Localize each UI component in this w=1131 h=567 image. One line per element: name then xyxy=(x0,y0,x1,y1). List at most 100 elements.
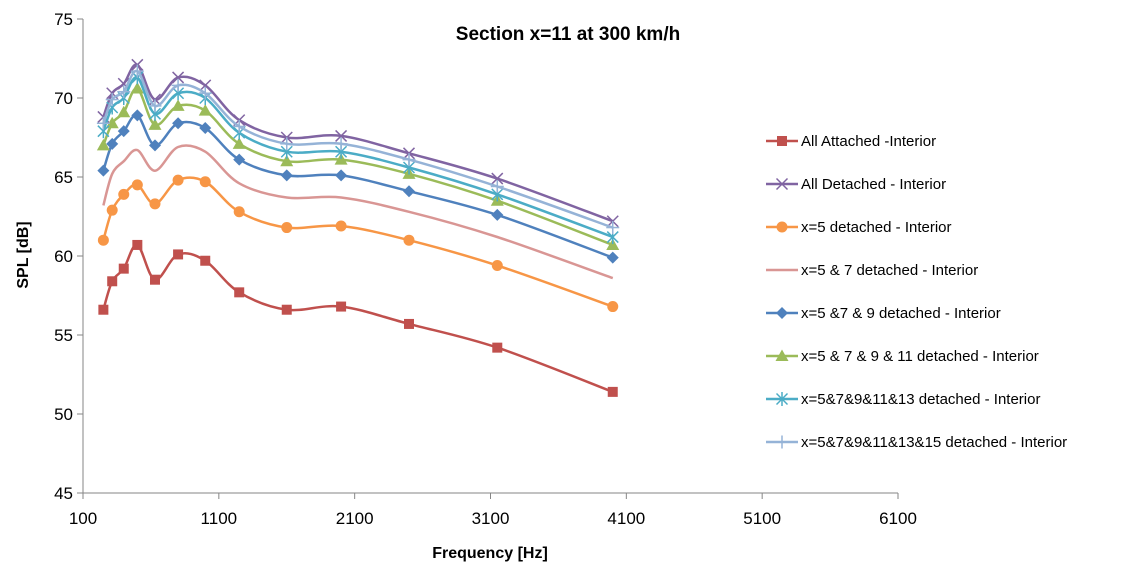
data-point xyxy=(106,204,118,216)
legend-marker xyxy=(775,435,789,449)
legend-item: x=5 & 7 detached - Interior xyxy=(766,262,978,279)
data-point xyxy=(172,71,185,84)
series-5 xyxy=(97,109,619,264)
x-tick-label: 6100 xyxy=(879,509,917,528)
y-tick-label: 70 xyxy=(54,89,73,108)
legend-item: x=5 &7 & 9 detached - Interior xyxy=(766,305,1001,322)
data-point xyxy=(198,86,212,100)
legend-label: All Attached -Interior xyxy=(801,133,936,150)
data-point xyxy=(148,99,162,113)
legend-label: x=5 & 7 & 9 & 11 detached - Interior xyxy=(801,348,1039,365)
x-tick-label: 4100 xyxy=(607,509,645,528)
data-point xyxy=(232,119,246,133)
data-point xyxy=(131,179,143,191)
data-point xyxy=(131,109,144,122)
x-tick-label: 3100 xyxy=(472,509,510,528)
series-7 xyxy=(97,70,619,245)
data-point xyxy=(232,137,246,149)
y-tick-label: 50 xyxy=(54,405,73,424)
data-point xyxy=(118,188,130,200)
series-line xyxy=(102,176,614,308)
series-3 xyxy=(97,174,619,313)
data-point xyxy=(149,198,161,210)
y-tick-label: 45 xyxy=(54,484,73,503)
data-point xyxy=(199,79,212,92)
data-point xyxy=(96,116,110,130)
data-point xyxy=(233,206,245,218)
y-axis: 45 50 55 60 65 70 75 xyxy=(54,10,84,503)
data-point xyxy=(130,64,144,78)
data-point xyxy=(173,249,184,260)
series-6 xyxy=(96,82,620,250)
x-axis-title: Frequency [Hz] xyxy=(432,545,548,562)
series-4 xyxy=(102,144,614,280)
data-point xyxy=(107,276,118,287)
legend-label: x=5 detached - Interior xyxy=(801,219,952,236)
series-line xyxy=(102,243,614,394)
data-point xyxy=(491,172,504,185)
data-point xyxy=(117,85,131,99)
data-point xyxy=(98,304,109,315)
series-1 xyxy=(98,239,618,397)
data-point xyxy=(171,78,185,92)
data-point xyxy=(200,255,211,266)
series-line xyxy=(102,87,614,247)
data-point xyxy=(403,185,415,198)
y-tick-label: 55 xyxy=(54,326,73,345)
data-point xyxy=(117,125,130,138)
y-tick-label: 60 xyxy=(54,247,73,266)
legend-marker xyxy=(775,177,789,191)
legend-item: All Detached - Interior xyxy=(766,176,946,193)
data-point xyxy=(491,208,504,221)
data-point xyxy=(198,104,212,116)
data-point xyxy=(607,301,619,313)
legend-item: x=5 detached - Interior xyxy=(766,219,952,236)
data-point xyxy=(403,234,415,246)
data-point xyxy=(281,304,292,315)
series-line xyxy=(102,144,614,280)
data-point xyxy=(199,176,211,188)
data-point xyxy=(234,287,245,298)
data-point xyxy=(335,220,347,232)
series-line xyxy=(102,63,614,223)
data-point xyxy=(96,138,110,151)
data-point xyxy=(402,153,416,167)
series-line xyxy=(102,113,614,259)
legend-item: All Attached -Interior xyxy=(766,133,936,150)
data-point xyxy=(148,118,162,130)
data-point xyxy=(130,82,144,94)
legend-marker xyxy=(776,307,788,319)
series-2 xyxy=(97,58,619,228)
legend-item: x=5&7&9&11&13&15 detached - Interior xyxy=(766,434,1067,451)
data-point xyxy=(492,342,503,353)
data-point xyxy=(281,222,293,234)
data-point xyxy=(606,251,619,264)
data-point xyxy=(132,239,143,250)
plot-area xyxy=(96,58,620,397)
data-point xyxy=(118,263,129,274)
data-point xyxy=(404,318,414,329)
x-tick-label: 5100 xyxy=(743,509,781,528)
data-point xyxy=(335,129,348,142)
data-point xyxy=(97,164,110,177)
series-8 xyxy=(96,64,620,235)
data-point xyxy=(606,238,620,250)
data-point xyxy=(336,301,347,312)
y-axis-title: SPL [dB] xyxy=(15,221,32,288)
data-point xyxy=(606,221,620,235)
legend-label: x=5 & 7 detached - Interior xyxy=(801,262,978,279)
legend-marker xyxy=(777,136,787,146)
legend-label: x=5&7&9&11&13&15 detached - Interior xyxy=(801,434,1067,451)
legend: All Attached -Interior All Detached - Int… xyxy=(766,133,1067,451)
data-point xyxy=(335,169,348,182)
data-point xyxy=(491,259,503,271)
data-point xyxy=(171,99,185,111)
data-point xyxy=(490,179,504,193)
legend-marker xyxy=(775,392,789,406)
x-tick-label: 1100 xyxy=(201,509,238,528)
x-tick-label: 2100 xyxy=(336,509,374,528)
x-axis: 100 1100 2100 3100 4100 5100 6100 xyxy=(69,492,917,528)
data-point xyxy=(607,386,618,397)
